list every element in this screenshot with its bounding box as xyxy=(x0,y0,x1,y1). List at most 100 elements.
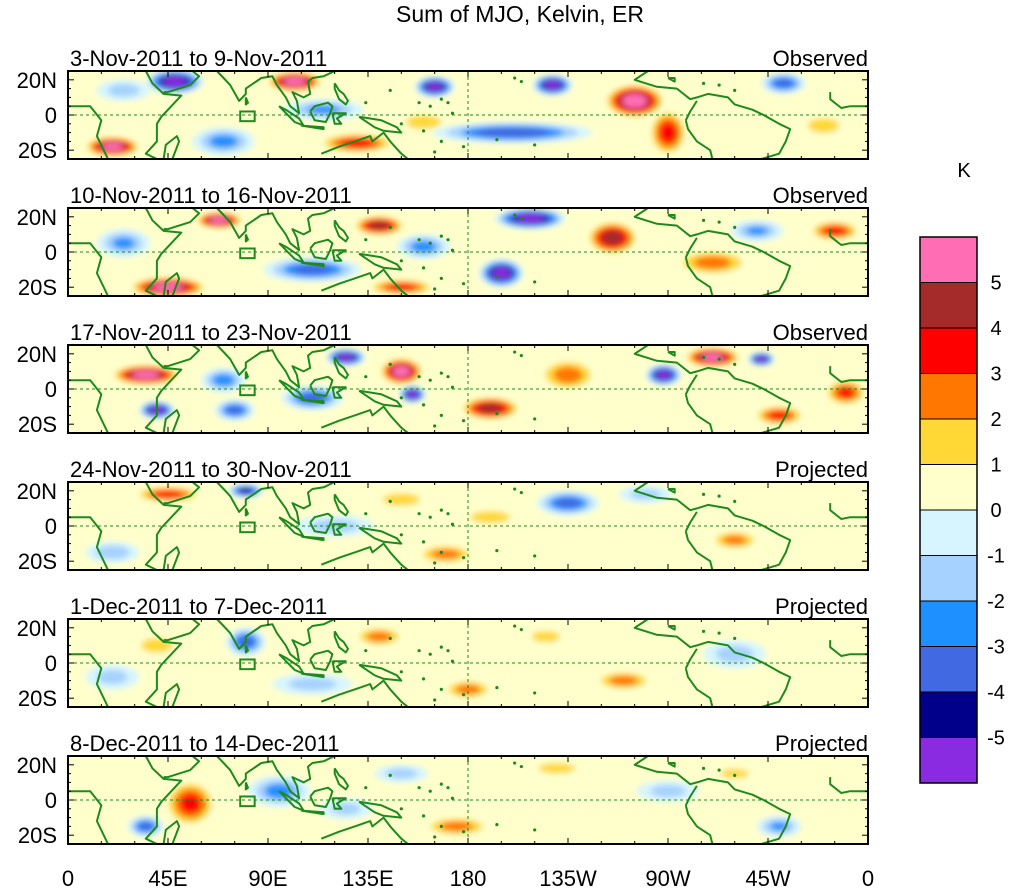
colorbar-swatch xyxy=(919,327,978,374)
coastline xyxy=(331,386,347,399)
coastline xyxy=(144,619,183,707)
coastlines xyxy=(68,482,868,570)
cool-anomaly-blob xyxy=(319,798,373,820)
coastline xyxy=(829,503,868,520)
contour-level xyxy=(132,370,160,380)
coastline xyxy=(244,371,249,380)
coastline xyxy=(331,797,347,810)
coastline xyxy=(216,208,336,252)
colorbar-swatch xyxy=(919,282,978,329)
coastline xyxy=(684,120,714,159)
contour-level xyxy=(339,138,374,148)
island xyxy=(450,659,455,663)
reference-box xyxy=(239,795,256,808)
contour-level xyxy=(601,230,624,246)
coastlines xyxy=(68,71,868,159)
island xyxy=(701,218,706,222)
reference-box xyxy=(239,247,256,260)
coastline xyxy=(244,97,249,106)
island xyxy=(417,649,421,653)
island xyxy=(461,145,466,149)
island xyxy=(733,88,737,92)
y-tick-label: 20S xyxy=(18,686,57,711)
island xyxy=(439,645,443,649)
coastlines xyxy=(68,756,868,844)
colorbar-unit-label: K xyxy=(957,160,971,182)
island xyxy=(399,259,403,263)
cool-anomaly-blob xyxy=(645,364,682,386)
contour-level xyxy=(656,370,671,379)
reference-box xyxy=(239,110,256,123)
warm-anomaly-blob xyxy=(110,364,182,386)
coastline xyxy=(320,816,409,844)
coastline xyxy=(684,511,698,532)
warm-anomaly-blob xyxy=(683,346,742,368)
coastline xyxy=(68,379,109,433)
island xyxy=(450,522,455,526)
colorbar-label: -3 xyxy=(987,637,1005,659)
island xyxy=(701,492,706,496)
contour-level xyxy=(226,405,243,415)
island xyxy=(399,807,403,811)
coastline xyxy=(684,257,714,296)
contour-level xyxy=(544,81,560,90)
cool-anomaly-blob xyxy=(201,367,246,393)
island xyxy=(439,371,443,375)
cool-anomaly-blob xyxy=(756,815,802,837)
coastline xyxy=(244,645,249,654)
colorbar: K 5 4 3 2 1 0 -1 -2 -3 -4 -5 xyxy=(919,160,1005,784)
island xyxy=(417,238,421,242)
contour-level xyxy=(756,356,767,362)
island xyxy=(733,225,737,229)
cool-anomaly-blob xyxy=(414,76,455,98)
panel-2: 20N 0 20S 10-Nov-2011 to 16-Nov-2011 Observe… xyxy=(17,183,869,300)
contour-level xyxy=(382,493,420,506)
warm-anomaly-blob xyxy=(265,71,324,93)
cool-anomaly-blob xyxy=(636,780,700,802)
warm-anomaly-blob xyxy=(459,396,522,421)
colorbar-label: -2 xyxy=(987,591,1005,613)
y-tick-label: 20S xyxy=(18,275,57,300)
coastline xyxy=(667,351,676,357)
island xyxy=(717,220,721,224)
coastline xyxy=(333,767,349,791)
warm-anomaly-blob xyxy=(808,220,862,242)
coastline xyxy=(301,672,325,679)
island xyxy=(417,101,421,105)
colorbar-label: -4 xyxy=(987,682,1005,704)
warm-anomaly-blob xyxy=(525,759,589,778)
island xyxy=(533,417,537,421)
island xyxy=(717,357,721,361)
coastline xyxy=(333,356,349,380)
contour-level xyxy=(95,545,130,560)
coastline xyxy=(667,77,676,83)
island xyxy=(421,129,426,133)
island xyxy=(446,512,450,516)
warm-anomaly-blob xyxy=(392,109,455,135)
contour-level xyxy=(470,511,511,524)
cool-anomaly-blob xyxy=(96,79,151,101)
y-tick-label: 20N xyxy=(17,753,57,778)
x-tick-label: 0 xyxy=(62,866,74,889)
coastline xyxy=(633,619,792,707)
contour-level xyxy=(716,645,754,663)
panel-6: 20N 0 20S 8-Dec-2011 to 14-Dec-2011 Projecte… xyxy=(17,731,869,848)
coastline xyxy=(278,790,305,812)
x-axis: 0 45E 90E 135E 180 135W 90W 45W 0 xyxy=(62,866,874,889)
warm-anomaly-blob xyxy=(352,626,406,648)
warm-anomaly-blob xyxy=(414,543,477,565)
contour-level xyxy=(475,127,550,138)
warm-anomaly-blob xyxy=(83,136,142,158)
island xyxy=(446,238,450,242)
contour-level xyxy=(163,76,186,87)
contour-level xyxy=(659,122,677,144)
coastline xyxy=(633,208,792,296)
coastline xyxy=(68,653,109,707)
island xyxy=(495,138,499,142)
coastline xyxy=(68,516,109,570)
cool-anomaly-blob xyxy=(396,234,451,260)
cool-anomaly-blob xyxy=(272,673,353,695)
panel-5: 20N 0 20S 1-Dec-2011 to 7-Dec-2011 Projected xyxy=(17,594,869,711)
colorbar-frame xyxy=(919,236,978,784)
island xyxy=(428,515,432,519)
